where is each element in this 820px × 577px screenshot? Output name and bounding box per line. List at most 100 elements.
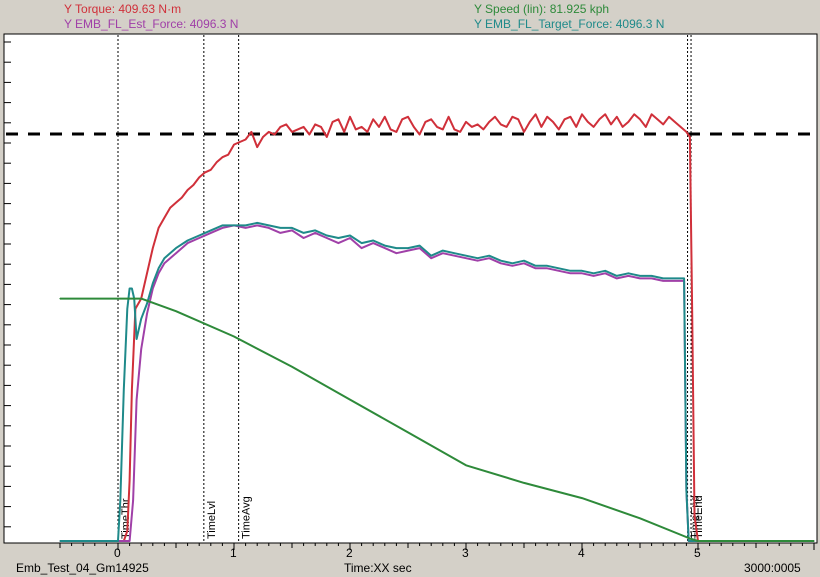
data-point <box>303 126 305 128</box>
data-point <box>169 207 171 209</box>
data-point <box>662 277 664 279</box>
data-point <box>587 121 589 123</box>
x-tick-label-5: 5 <box>694 546 701 560</box>
sample-id: 3000:0005 <box>744 561 801 575</box>
data-point <box>674 280 676 282</box>
data-point <box>689 136 691 138</box>
data-point <box>268 227 270 229</box>
data-point <box>279 126 281 128</box>
legend-speed-label: Speed (lin): 81.925 kph <box>485 2 609 16</box>
legend-speed-prefix: Y <box>474 2 482 16</box>
data-point <box>593 275 595 277</box>
data-point <box>256 224 258 226</box>
data-point <box>419 133 421 136</box>
data-point <box>500 260 502 262</box>
data-point <box>523 131 525 133</box>
data-point <box>297 128 299 130</box>
data-point <box>639 118 641 120</box>
data-point <box>337 242 339 244</box>
data-point <box>140 348 142 350</box>
data-point <box>616 277 618 279</box>
data-point <box>523 482 525 484</box>
test-name: Emb_Test_04_Gm14925 <box>16 561 149 575</box>
legend: Y Torque: 409.63 N·m Y EMB_FL_Est_Force: 4… <box>64 2 664 31</box>
data-point <box>685 131 688 133</box>
data-point <box>274 133 276 136</box>
data-point <box>279 232 281 234</box>
data-point <box>175 247 177 249</box>
data-point <box>674 121 676 123</box>
series-line-3[interactable] <box>60 297 814 542</box>
data-point <box>593 126 595 128</box>
data-point <box>546 265 548 267</box>
data-point <box>604 113 606 115</box>
data-point <box>372 118 374 120</box>
data-point <box>395 247 397 249</box>
data-point <box>146 313 148 315</box>
data-point <box>610 123 612 125</box>
data-point <box>683 277 685 279</box>
data-point <box>448 116 450 118</box>
plot-area[interactable] <box>3 33 818 544</box>
data-point <box>158 267 160 269</box>
data-point <box>136 338 138 340</box>
x-tick-label-2: 2 <box>346 546 353 560</box>
data-point <box>465 257 467 259</box>
data-point <box>384 116 386 118</box>
legend-torque-label: Torque: 409.63 N·m <box>75 2 181 16</box>
data-point <box>390 128 392 130</box>
data-point <box>407 116 409 118</box>
data-point <box>314 123 316 125</box>
data-point <box>152 247 154 249</box>
data-point <box>343 131 345 133</box>
data-point <box>453 128 455 130</box>
data-point <box>639 275 641 277</box>
data-point <box>413 126 415 128</box>
data-point <box>378 126 380 128</box>
x-tick-label-0: 0 <box>114 546 121 560</box>
data-point <box>123 388 125 391</box>
data-point <box>204 171 206 173</box>
data-point <box>651 275 653 277</box>
data-point <box>465 255 467 257</box>
data-point <box>477 257 479 259</box>
data-point <box>564 118 566 120</box>
y-axis-ticks <box>4 41 11 528</box>
x-axis-label: Time:XX sec <box>344 561 412 575</box>
data-point <box>523 260 525 262</box>
data-point <box>639 277 641 279</box>
data-point <box>407 247 409 249</box>
data-point <box>198 234 200 237</box>
data-point <box>349 234 351 237</box>
data-point <box>401 118 403 120</box>
data-point <box>291 227 293 229</box>
data-point <box>256 222 258 224</box>
data-point <box>268 224 270 226</box>
data-point <box>581 497 583 499</box>
data-point <box>163 262 165 264</box>
data-point <box>361 242 363 244</box>
data-point <box>361 126 363 128</box>
legend-est-force-prefix: Y <box>64 17 72 31</box>
x-tick-label-4: 4 <box>578 546 585 560</box>
data-point <box>662 123 664 125</box>
data-point <box>256 146 258 148</box>
data-point <box>349 116 351 118</box>
data-point <box>349 237 351 239</box>
series-line-0[interactable] <box>60 113 814 542</box>
data-point <box>291 366 293 368</box>
data-point <box>581 270 583 272</box>
data-point <box>424 121 426 123</box>
data-point <box>569 272 572 274</box>
data-point <box>361 247 363 249</box>
data-point <box>453 252 455 254</box>
data-point <box>372 239 374 242</box>
data-point <box>152 282 154 284</box>
legend-est-force-label: EMB_FL_Est_Force: 4096.3 N <box>75 17 238 31</box>
data-point <box>494 116 496 118</box>
data-point <box>459 131 461 133</box>
series-torque <box>59 113 815 542</box>
data-point <box>651 277 653 279</box>
data-point <box>581 272 583 274</box>
data-point <box>245 138 247 141</box>
